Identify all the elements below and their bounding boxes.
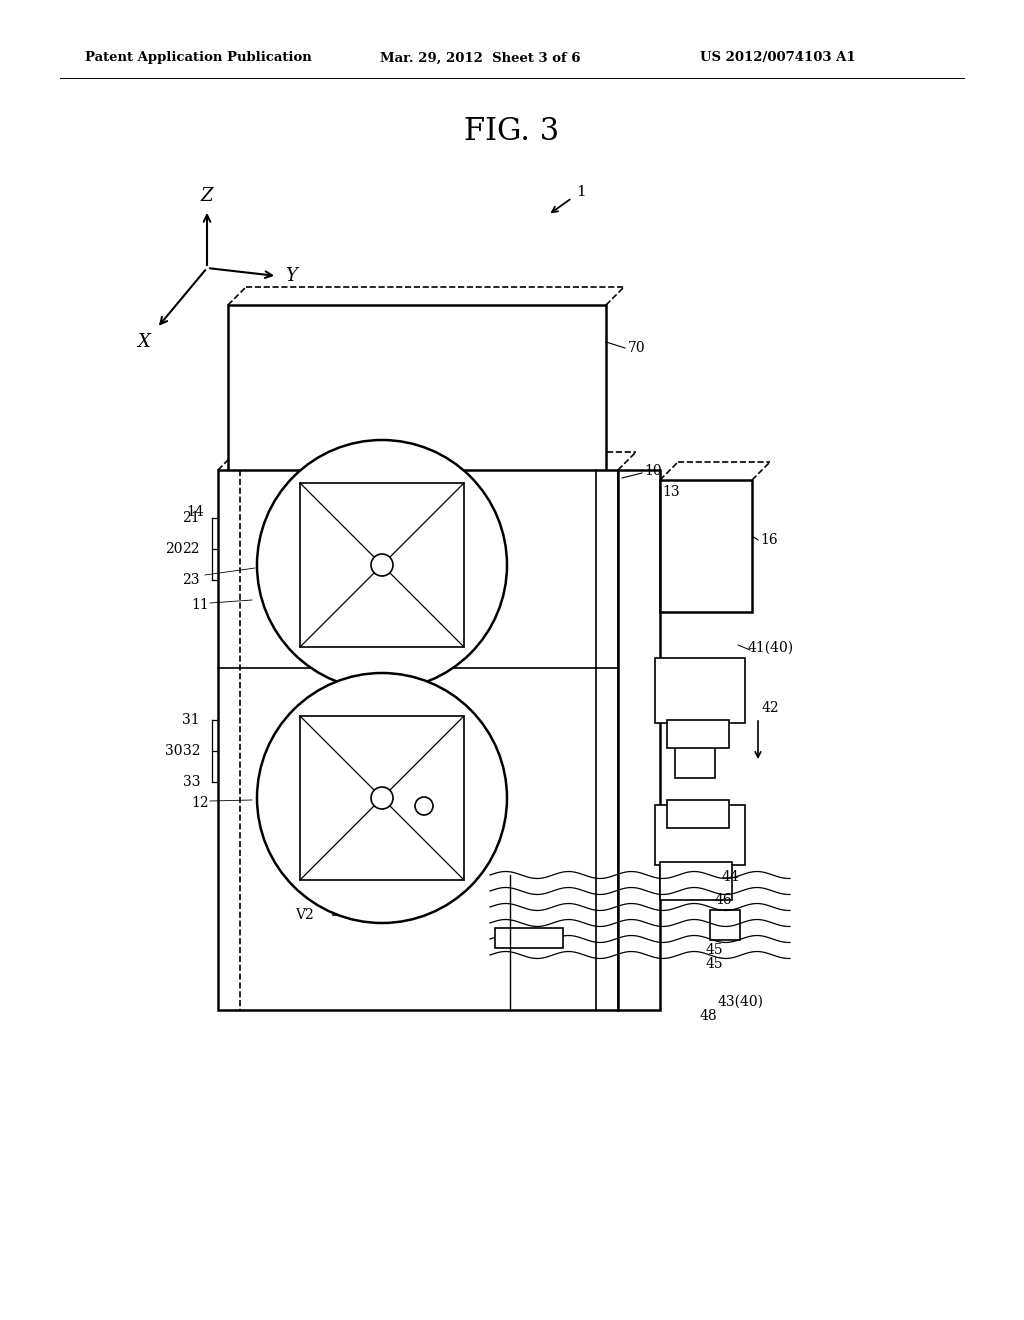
Bar — [655, 805, 745, 865]
Text: 44: 44 — [722, 870, 739, 884]
Text: 42: 42 — [762, 701, 779, 715]
Text: 31: 31 — [182, 713, 200, 727]
Text: 70: 70 — [628, 341, 645, 355]
Text: 13: 13 — [662, 484, 680, 499]
Text: FIG. 3: FIG. 3 — [464, 116, 560, 148]
Bar — [660, 862, 732, 900]
Bar — [667, 800, 729, 828]
Text: 21: 21 — [182, 511, 200, 525]
Text: 47: 47 — [715, 909, 733, 923]
Text: 12: 12 — [191, 796, 209, 810]
Circle shape — [257, 673, 507, 923]
Bar — [300, 715, 464, 880]
Text: Z: Z — [201, 187, 213, 205]
Text: 46: 46 — [715, 925, 732, 939]
Text: 43(40): 43(40) — [718, 995, 764, 1008]
Text: 22: 22 — [182, 543, 200, 556]
Text: 1: 1 — [575, 185, 586, 199]
Text: 33: 33 — [182, 775, 200, 789]
Text: Y: Y — [285, 267, 297, 285]
Bar — [218, 470, 618, 1010]
Text: X: X — [137, 333, 151, 351]
Text: 45: 45 — [706, 957, 724, 972]
Text: Patent Application Publication: Patent Application Publication — [85, 51, 311, 65]
Circle shape — [371, 787, 393, 809]
Text: 30: 30 — [166, 744, 183, 758]
Text: 11: 11 — [191, 598, 209, 612]
Text: 45: 45 — [706, 942, 724, 957]
Text: 14: 14 — [186, 506, 204, 519]
Text: 23: 23 — [182, 573, 200, 587]
Bar — [228, 305, 606, 473]
Text: 10: 10 — [644, 465, 662, 478]
Text: V1: V1 — [468, 502, 486, 515]
Bar — [675, 723, 715, 777]
Bar — [495, 928, 563, 948]
Text: Mar. 29, 2012  Sheet 3 of 6: Mar. 29, 2012 Sheet 3 of 6 — [380, 51, 581, 65]
Text: 16: 16 — [760, 533, 777, 546]
Text: 46: 46 — [715, 894, 732, 907]
Circle shape — [415, 797, 433, 814]
Circle shape — [257, 440, 507, 690]
Text: US 2012/0074103 A1: US 2012/0074103 A1 — [700, 51, 856, 65]
Text: 15: 15 — [492, 933, 510, 946]
Text: 20: 20 — [166, 543, 183, 556]
Bar — [655, 657, 745, 723]
Bar — [618, 470, 660, 1010]
Text: V2: V2 — [295, 908, 313, 921]
Bar — [710, 909, 740, 940]
Text: 48: 48 — [700, 1008, 718, 1023]
Text: 32: 32 — [182, 744, 200, 758]
Text: 41(40): 41(40) — [748, 642, 795, 655]
Bar — [667, 719, 729, 748]
Bar — [300, 483, 464, 647]
Bar — [660, 480, 752, 612]
Circle shape — [371, 554, 393, 576]
